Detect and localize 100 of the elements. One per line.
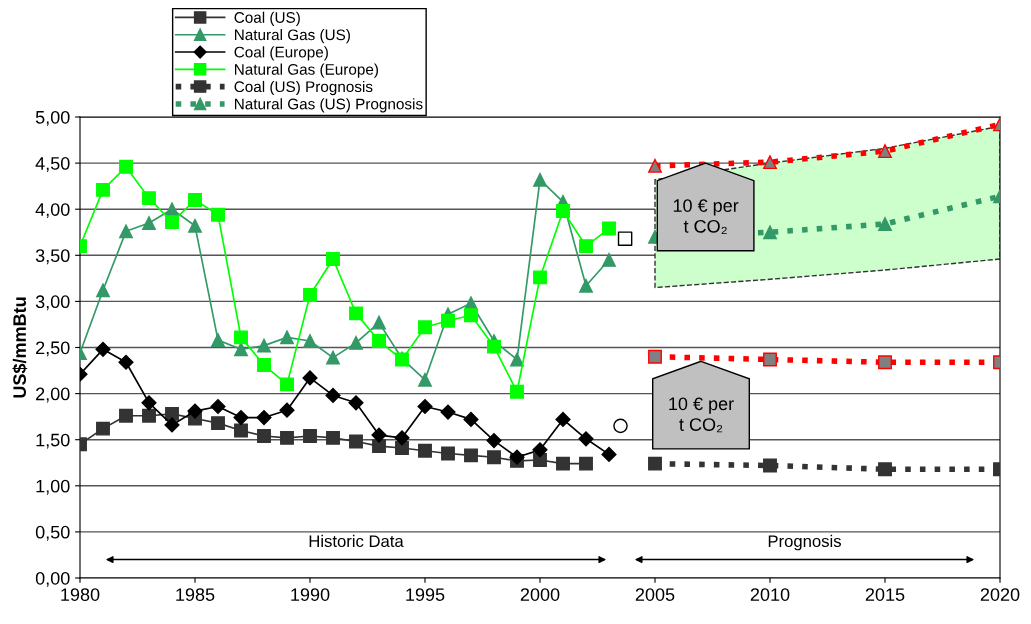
point	[556, 204, 570, 218]
annotation: Historic Data	[309, 534, 404, 548]
point	[578, 431, 594, 447]
point	[303, 429, 317, 443]
annotation: 10 € per t CO₂	[673, 199, 739, 235]
point	[326, 252, 340, 266]
point	[372, 439, 386, 454]
point	[349, 306, 363, 321]
point	[763, 458, 777, 473]
point	[234, 342, 248, 357]
point	[142, 408, 156, 423]
point	[325, 387, 341, 404]
point	[211, 207, 225, 222]
point	[372, 315, 386, 330]
point	[349, 434, 363, 449]
point	[487, 339, 501, 354]
point	[441, 313, 455, 328]
point	[440, 404, 456, 420]
x-tick-label: 1980	[61, 588, 100, 601]
point	[233, 410, 249, 426]
point	[257, 429, 271, 443]
point	[280, 430, 294, 445]
point	[234, 330, 248, 345]
point	[509, 449, 525, 465]
legend-label: Coal (US)	[234, 11, 300, 26]
y-tick-label: 4,00	[35, 203, 70, 219]
point	[326, 430, 340, 445]
point	[394, 430, 410, 446]
point	[418, 372, 432, 387]
point	[464, 448, 478, 463]
point	[602, 221, 616, 236]
point	[371, 427, 387, 443]
x-tick-label: 2010	[750, 588, 790, 601]
legend-label: Natural Gas (Europe)	[235, 63, 378, 78]
point	[211, 416, 225, 431]
point	[280, 330, 294, 345]
point	[348, 395, 364, 411]
point	[417, 398, 433, 415]
point	[579, 278, 593, 293]
point	[256, 410, 272, 426]
point	[878, 462, 892, 477]
point	[303, 334, 317, 348]
point	[279, 402, 295, 418]
point	[648, 456, 662, 471]
point	[532, 442, 548, 458]
point	[141, 395, 157, 411]
y-tick-label: 4,50	[35, 157, 70, 172]
y-tick-label: 1,50	[36, 433, 70, 449]
point	[617, 231, 633, 246]
point	[302, 370, 318, 386]
point	[579, 456, 593, 471]
point	[96, 182, 110, 197]
legend-label: Coal (Europe)	[234, 46, 328, 61]
point	[118, 354, 134, 370]
point	[464, 308, 478, 323]
point	[210, 398, 226, 415]
legend-label: Natural Gas (US) Prognosis	[235, 98, 423, 113]
x-tick-label: 2005	[635, 588, 675, 601]
point	[142, 216, 156, 230]
point	[119, 408, 133, 423]
x-tick-label: 1995	[406, 588, 445, 601]
point	[187, 403, 203, 419]
point	[119, 159, 133, 174]
point	[601, 446, 617, 463]
point	[234, 423, 248, 438]
x-tick-label: 2015	[865, 588, 905, 601]
point	[303, 288, 317, 302]
point	[280, 377, 294, 392]
point	[441, 446, 455, 461]
x-tick-label: 2020	[980, 588, 1020, 601]
y-tick-label: 3,00	[35, 295, 70, 311]
point	[555, 411, 571, 427]
y-tick-label: 0,00	[35, 571, 70, 587]
point	[142, 191, 156, 206]
y-tick-label: 2,00	[36, 387, 70, 403]
point	[165, 215, 179, 230]
annotation: Prognosis	[768, 534, 841, 551]
point	[395, 441, 409, 455]
point	[257, 358, 271, 372]
point	[326, 350, 340, 365]
x-tick-label: 1985	[176, 588, 215, 601]
x-tick-label: 2000	[520, 588, 560, 601]
y-axis-title: US$/mmBtu	[12, 297, 28, 398]
x-tick-label: 1990	[291, 588, 330, 601]
legend-label: Natural Gas (US)	[235, 28, 350, 44]
point	[533, 172, 547, 187]
point	[533, 453, 547, 467]
point	[648, 349, 662, 364]
point	[418, 320, 432, 335]
point	[463, 411, 479, 427]
point	[96, 421, 110, 436]
legend-label: Coal (US) Prognosis	[234, 80, 373, 96]
point	[372, 334, 386, 348]
point	[349, 335, 363, 350]
y-tick-label: 1,00	[36, 479, 70, 495]
y-tick-label: 0,50	[35, 525, 70, 541]
point	[257, 338, 271, 353]
point	[486, 433, 502, 449]
point	[878, 355, 892, 370]
point	[96, 283, 110, 298]
